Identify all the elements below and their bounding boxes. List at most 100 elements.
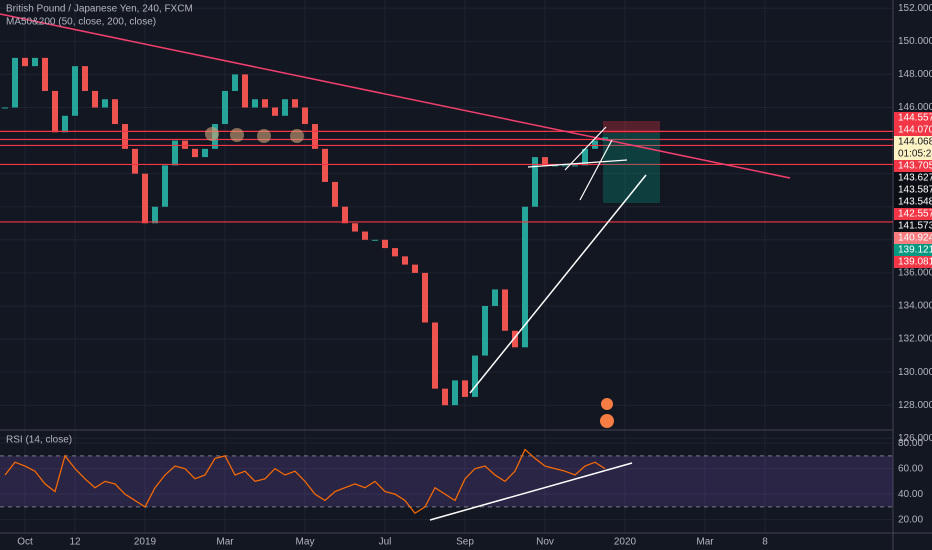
candle (52, 90, 58, 133)
trend-line (564, 126, 607, 171)
x-tick-label: 12 (69, 537, 81, 548)
price-label-bg (894, 124, 932, 136)
price-label-bg (894, 256, 932, 268)
markers (205, 127, 304, 143)
trend-line (469, 174, 647, 394)
candle (362, 231, 368, 240)
candle (512, 330, 518, 348)
candle (572, 165, 578, 167)
candle (92, 90, 98, 108)
trend-line (579, 139, 613, 201)
candle (72, 66, 78, 116)
y-tick-label: 134.000 (898, 301, 932, 312)
candle (522, 206, 528, 348)
candle (502, 289, 508, 331)
candle (592, 140, 598, 149)
icon (600, 414, 614, 428)
candle (182, 140, 188, 149)
candle (382, 239, 388, 249)
price-label-bg (894, 172, 932, 184)
price-label-bg (894, 148, 932, 160)
y-tick-label: 40.00 (898, 489, 923, 500)
candle (532, 157, 538, 207)
y-tick-label: 152.000 (898, 3, 932, 14)
marks (0, 57, 893, 515)
candle (452, 380, 458, 406)
candle (552, 165, 558, 167)
price-label-bg (894, 184, 932, 196)
candle (222, 90, 228, 125)
candle (322, 148, 328, 182)
candle (482, 305, 488, 356)
price-label-bg (894, 112, 932, 124)
x-tick-label: May (296, 537, 315, 548)
candle (102, 99, 108, 108)
price-label: 142.557 (898, 209, 932, 220)
candle (412, 264, 418, 273)
price-label: 143.548 (898, 197, 932, 208)
icon (601, 398, 613, 410)
marker (290, 129, 304, 143)
price-label-bg (894, 208, 932, 220)
candle (12, 57, 18, 108)
candle (82, 66, 88, 91)
candle (142, 173, 148, 224)
candle (462, 380, 468, 397)
y-tick-label: 136.000 (898, 268, 932, 279)
price-label-bg (894, 244, 932, 256)
y-tick-label: 126.000 (898, 433, 932, 444)
x-tick-label: Nov (536, 537, 554, 548)
candle (442, 388, 448, 406)
price-label: 140.924 (898, 233, 932, 244)
y-tick-label: 60.00 (898, 463, 923, 474)
candle (402, 256, 408, 265)
candle (302, 107, 308, 125)
x-tick-label: 2019 (134, 537, 157, 548)
candle (542, 157, 548, 166)
candle (272, 107, 278, 116)
y-tick-label: 150.000 (898, 36, 932, 47)
x-tick-label: Sep (456, 537, 474, 548)
y-tick-label: 146.000 (898, 102, 932, 113)
y-tick-label: 132.000 (898, 334, 932, 345)
candle (132, 148, 138, 174)
price-label: 143.705 (898, 161, 932, 172)
candle (202, 148, 208, 158)
marker (257, 129, 271, 143)
price-label-bg (894, 136, 932, 148)
price-label-bg (894, 220, 932, 232)
trend-line (0, 13, 791, 179)
candle (112, 99, 118, 125)
candle (162, 165, 168, 207)
candle (62, 115, 68, 133)
x-tick-label: 2020 (614, 537, 637, 548)
candle (2, 107, 8, 109)
candle (292, 99, 298, 108)
rsi-line (4, 448, 606, 515)
axis-labels: 152.000150.000148.000146.000144.000142.0… (17, 3, 932, 548)
price-label-bg (894, 160, 932, 172)
y-tick-label: 128.000 (898, 400, 932, 411)
x-tick-label: Oct (17, 537, 33, 548)
candle (332, 181, 338, 207)
candle (282, 99, 288, 116)
x-tick-label: Mar (696, 537, 714, 548)
x-tick-label: Mar (216, 537, 234, 548)
price-label: 141.573 (898, 221, 932, 232)
candle (232, 74, 238, 91)
trend-line (527, 159, 628, 168)
candle (582, 148, 588, 166)
candle (432, 322, 438, 389)
rsi-title: RSI (14, close) (6, 435, 72, 446)
candle (422, 272, 428, 323)
candle (42, 57, 48, 91)
candle (352, 223, 358, 232)
candle (262, 99, 268, 108)
y-tick-label: 130.000 (898, 367, 932, 378)
marker (205, 127, 219, 141)
y-tick-label: 148.000 (898, 69, 932, 80)
marker (230, 128, 244, 142)
